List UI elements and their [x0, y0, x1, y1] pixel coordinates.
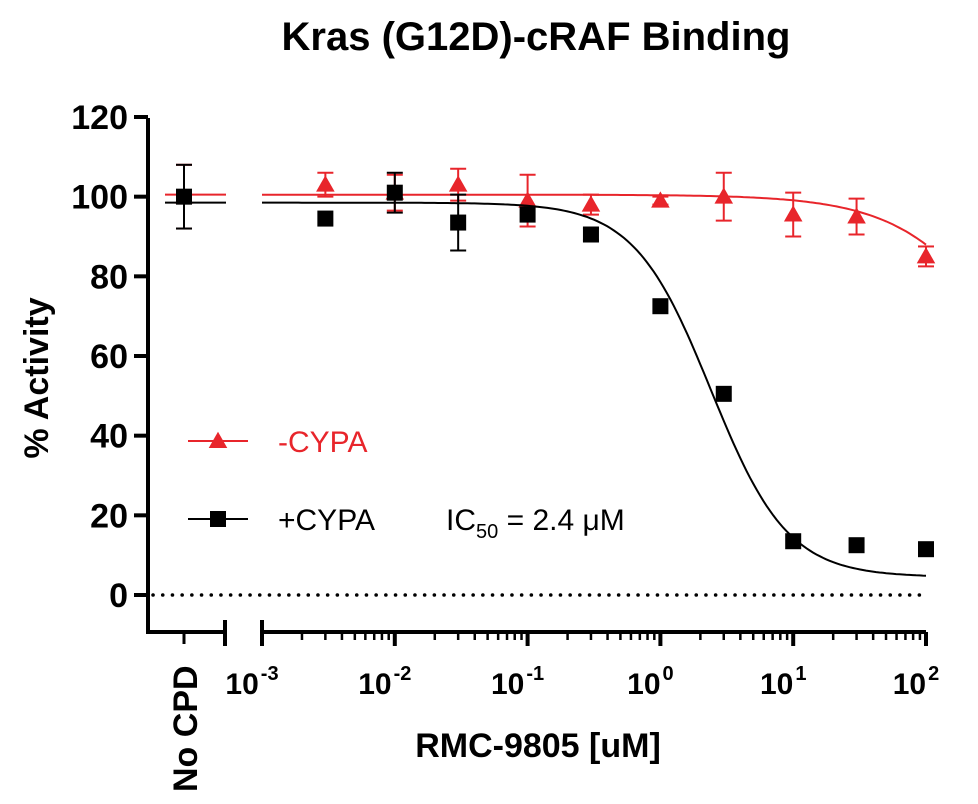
- x-axis-label: RMC-9805 [uM]: [415, 727, 661, 765]
- x-tick-label: 10 -1: [491, 663, 544, 701]
- y-tick-label: 20: [90, 497, 128, 535]
- y-tick-label: 60: [90, 338, 128, 376]
- y-tick-label: 0: [109, 577, 128, 615]
- data-point-square: [652, 298, 669, 315]
- data-point-triangle: [316, 175, 335, 192]
- data-point-triangle: [783, 205, 803, 222]
- data-point-triangle: [847, 207, 866, 224]
- fit-curve: [262, 201, 927, 577]
- chart-title: Kras (G12D)-cRAF Binding: [282, 15, 791, 59]
- data-point-square: [450, 214, 467, 231]
- data-point-square: [785, 533, 802, 550]
- data-point-triangle: [448, 175, 468, 192]
- x-tick-label: 10 -2: [358, 663, 411, 701]
- legend-label: +CYPA: [278, 504, 375, 537]
- data-point-square: [317, 210, 334, 227]
- data-point-square: [918, 541, 934, 558]
- data-point-triangle: [651, 191, 670, 208]
- data-point-square: [582, 226, 599, 243]
- x-tick-label: 10 1: [760, 663, 807, 701]
- data-marks: [165, 163, 936, 577]
- data-point-triangle: [714, 187, 734, 204]
- data-point-triangle: [518, 191, 537, 208]
- legend-label: -CYPA: [278, 426, 367, 459]
- axes: 0 20 40 60 80 100 120 10 -3 10 -2 10 -1 10 0 10 1 10 2: [71, 99, 939, 701]
- legend: -CYPA +CYPA IC50 = 2.4 μM: [188, 426, 625, 543]
- control-label: No CPD: [167, 665, 205, 792]
- series-minus-cypa: [165, 163, 936, 268]
- y-tick-label: 40: [90, 418, 128, 456]
- data-point-triangle: [208, 431, 228, 448]
- data-point-square: [210, 511, 226, 527]
- ic50-annotation: IC50 = 2.4 μM: [446, 504, 625, 543]
- y-tick-label: 120: [71, 99, 128, 137]
- data-point-square: [176, 188, 192, 205]
- data-point-square: [848, 537, 865, 554]
- y-tick-label: 100: [71, 179, 128, 217]
- data-point-triangle: [581, 195, 601, 212]
- y-tick-label: 80: [90, 258, 128, 296]
- x-tick-label: 10 2: [893, 663, 940, 701]
- x-tick-label: 10 0: [627, 663, 674, 701]
- data-point-square: [715, 385, 732, 402]
- x-tick-label: 10 -3: [225, 663, 278, 701]
- data-point-square: [386, 184, 403, 201]
- y-axis-label: % Activity: [18, 297, 56, 458]
- data-point-triangle: [916, 247, 936, 264]
- series-plus-cypa: [165, 163, 934, 577]
- data-point-square: [519, 206, 536, 223]
